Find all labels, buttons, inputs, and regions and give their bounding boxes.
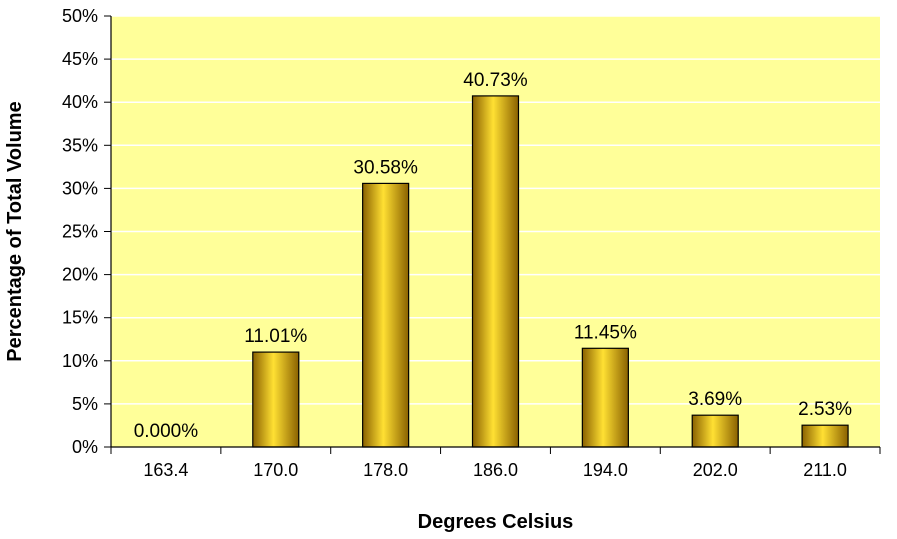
- x-tick-label: 170.0: [253, 460, 298, 480]
- y-axis-ticks: 0% 5% 10% 15% 20% 25% 30% 35% 40% 45% 50%: [62, 6, 111, 457]
- y-tick-label: 20%: [62, 265, 98, 285]
- x-tick-label: 194.0: [583, 460, 628, 480]
- y-tick-label: 30%: [62, 178, 98, 198]
- y-tick-label: 35%: [62, 135, 98, 155]
- y-tick-label: 25%: [62, 222, 98, 242]
- bar: [691, 414, 739, 448]
- x-tick-label: 202.0: [693, 460, 738, 480]
- y-tick-label: 10%: [62, 351, 98, 371]
- x-axis-title: Degrees Celsius: [418, 511, 574, 533]
- bars: [252, 95, 849, 448]
- data-label: 0.000%: [134, 421, 199, 442]
- x-tick-label: 163.4: [143, 460, 188, 480]
- data-label: 40.73%: [463, 70, 528, 91]
- data-label: 11.45%: [574, 322, 637, 343]
- data-labels: 0.000% 11.01% 30.58% 40.73% 11.45% 3.69% 2.53%: [134, 70, 852, 442]
- data-label: 11.01%: [244, 326, 307, 347]
- x-tick-label: 186.0: [473, 460, 518, 480]
- x-tick-label: 178.0: [363, 460, 408, 480]
- y-tick-label: 45%: [62, 49, 98, 69]
- bar: [471, 95, 520, 448]
- data-label: 3.69%: [688, 389, 742, 410]
- bar: [252, 351, 300, 448]
- bar: [801, 424, 849, 448]
- x-tick-label: 211.0: [803, 460, 847, 480]
- data-label: 2.53%: [798, 399, 852, 420]
- x-axis-ticks: 163.4 170.0 178.0 186.0 194.0 202.0 211.0: [110, 447, 881, 480]
- y-axis-title: Percentage of Total Volume: [4, 101, 26, 361]
- y-tick-label: 15%: [62, 308, 98, 328]
- y-tick-label: 40%: [62, 92, 98, 112]
- bar: [581, 347, 629, 448]
- bar: [362, 182, 410, 448]
- y-tick-label: 50%: [62, 6, 98, 26]
- y-tick-label: 5%: [72, 394, 98, 414]
- y-tick-label: 0%: [72, 437, 98, 457]
- data-label: 30.58%: [353, 157, 418, 178]
